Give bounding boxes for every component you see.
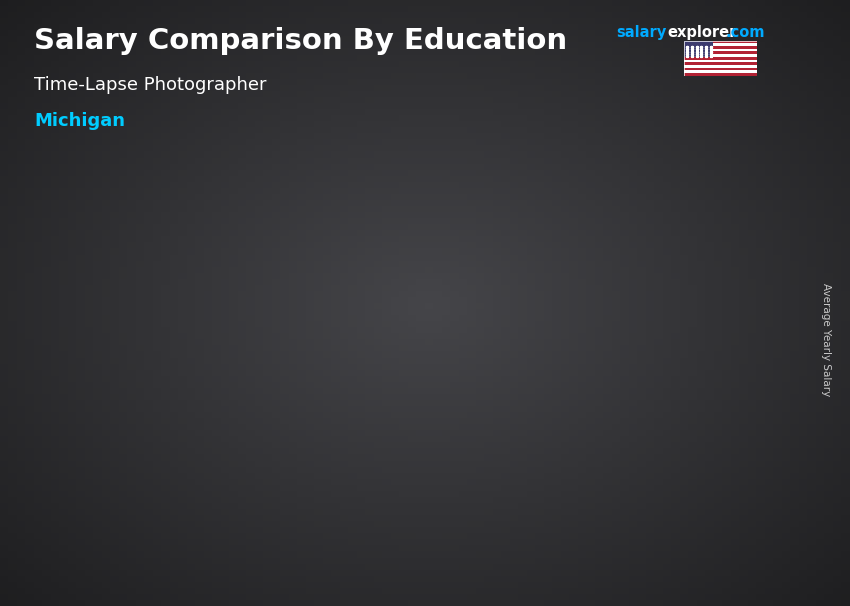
Polygon shape: [93, 385, 182, 521]
Text: Salary Comparison By Education: Salary Comparison By Education: [34, 27, 567, 55]
Polygon shape: [609, 217, 698, 521]
Text: +31%: +31%: [536, 181, 598, 200]
Bar: [684, 62, 756, 65]
Text: 105,000 USD: 105,000 USD: [436, 265, 527, 279]
Text: explorer: explorer: [667, 25, 737, 41]
Bar: [684, 43, 756, 46]
Polygon shape: [698, 202, 715, 521]
Bar: [684, 48, 756, 52]
Text: Time-Lapse Photographer: Time-Lapse Photographer: [34, 76, 267, 94]
Bar: [684, 68, 756, 70]
Polygon shape: [264, 362, 354, 521]
Polygon shape: [93, 370, 199, 385]
Bar: [684, 70, 756, 73]
Polygon shape: [264, 347, 371, 362]
Bar: [684, 46, 756, 48]
Bar: [684, 59, 756, 62]
Bar: [684, 54, 756, 57]
Text: Michigan: Michigan: [34, 112, 125, 130]
Text: Average Yearly Salary: Average Yearly Salary: [821, 283, 831, 396]
Text: 62,000 USD: 62,000 USD: [93, 359, 174, 373]
Text: +45%: +45%: [364, 225, 427, 244]
Text: .com: .com: [725, 25, 764, 41]
Polygon shape: [436, 275, 543, 290]
Polygon shape: [436, 290, 526, 521]
Text: salary: salary: [616, 25, 666, 41]
Bar: [684, 57, 756, 59]
Polygon shape: [354, 347, 371, 521]
Polygon shape: [609, 202, 715, 217]
Bar: [684, 41, 756, 43]
Bar: [684, 41, 713, 57]
Text: 138,000 USD: 138,000 USD: [629, 192, 720, 206]
Bar: [684, 65, 756, 68]
Text: 72,200 USD: 72,200 USD: [264, 337, 347, 351]
Polygon shape: [526, 275, 543, 521]
Polygon shape: [182, 370, 199, 521]
Bar: [684, 73, 756, 76]
Bar: [684, 52, 756, 54]
Text: +17%: +17%: [191, 291, 255, 310]
